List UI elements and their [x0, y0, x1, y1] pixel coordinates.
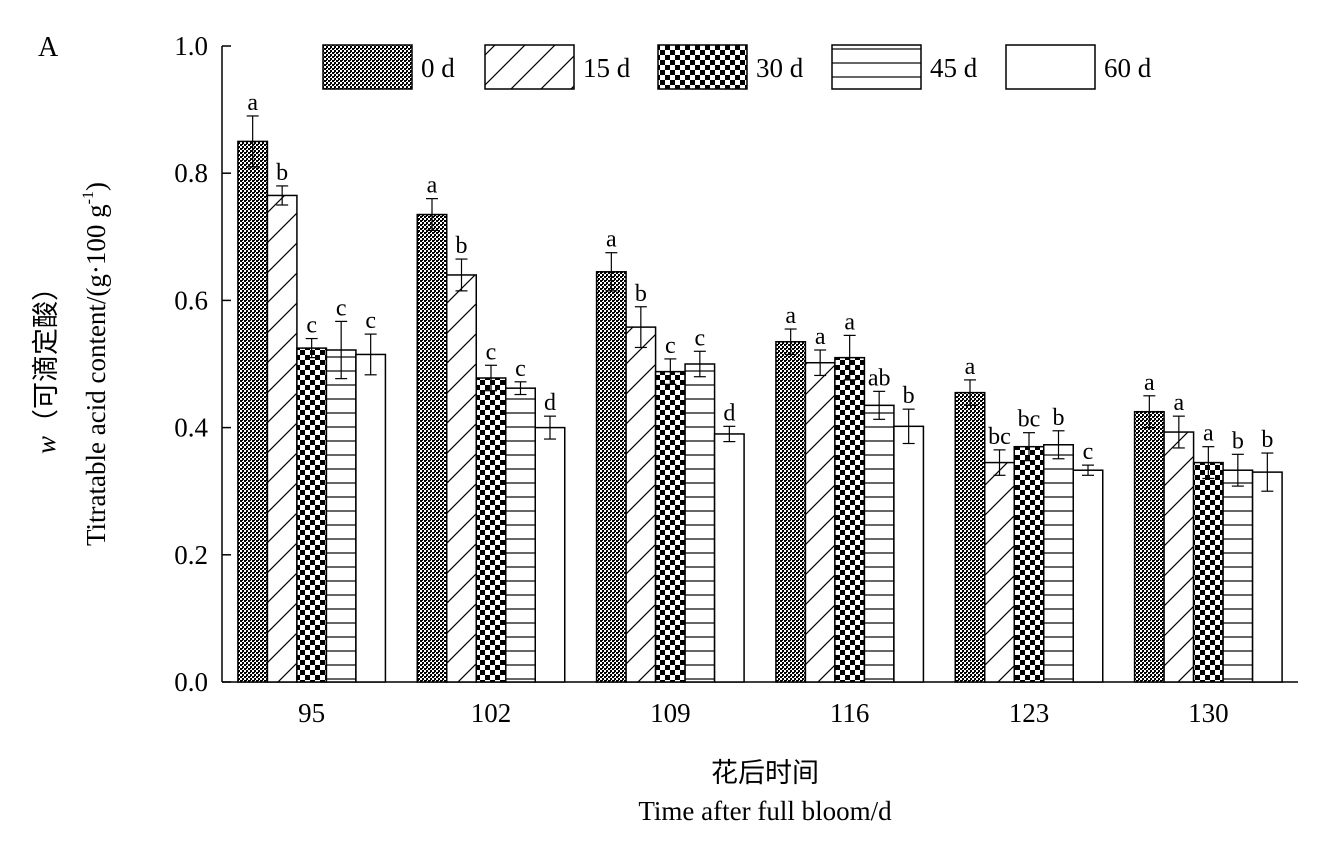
- significance-letter: a: [1174, 390, 1185, 416]
- legend-label: 15 d: [583, 53, 631, 83]
- y-axis-label: w（可滴定酸） Titratable acid content/(g·100 g…: [31, 182, 111, 546]
- bar: [713, 433, 745, 683]
- bar: [893, 425, 925, 683]
- y-tick-label: 0.2: [174, 540, 208, 570]
- significance-letter: a: [247, 90, 258, 116]
- bar: [863, 404, 895, 683]
- x-axis-label-english: Time after full bloom/d: [638, 796, 892, 826]
- significance-letter: ab: [868, 365, 891, 391]
- y-tick-label: 0.8: [174, 158, 208, 188]
- panel-label: A: [38, 32, 59, 63]
- y-label-exponent: -1: [80, 191, 97, 204]
- significance-letter: a: [427, 173, 438, 199]
- legend-swatch: [484, 44, 575, 90]
- y-label-variable: w: [31, 436, 61, 454]
- bar: [416, 213, 448, 683]
- svg-text:w（可滴定酸）: w（可滴定酸）: [31, 274, 61, 454]
- bar: [534, 426, 566, 683]
- significance-letter: a: [815, 324, 826, 350]
- significance-letter: b: [276, 160, 288, 186]
- bar: [446, 274, 477, 683]
- bar: [1222, 469, 1254, 683]
- significance-letter: a: [785, 303, 796, 329]
- bar: [1013, 445, 1045, 683]
- significance-letter: a: [1203, 421, 1214, 447]
- bar: [296, 347, 328, 683]
- bar: [237, 140, 269, 683]
- significance-letter: c: [365, 308, 376, 334]
- legend-swatch: [657, 44, 748, 90]
- legend-label: 45 d: [930, 53, 978, 83]
- significance-letter: b: [1053, 405, 1065, 431]
- y-tick-label: 0.6: [174, 285, 208, 315]
- y-tick-label: 0.0: [174, 667, 208, 697]
- significance-letter: b: [903, 383, 915, 409]
- significance-letter: a: [606, 227, 617, 253]
- y-tick-label: 1.0: [174, 31, 208, 61]
- significance-letter: b: [1261, 427, 1273, 453]
- significance-letter: b: [635, 281, 647, 307]
- significance-letter: c: [695, 325, 706, 351]
- significance-letter: d: [723, 400, 735, 426]
- x-tick-label: 109: [650, 698, 691, 728]
- significance-letter: a: [844, 309, 855, 335]
- y-label-close: ): [81, 182, 111, 191]
- bar: [475, 377, 507, 683]
- significance-letter: d: [544, 390, 556, 416]
- y-label-chinese: （可滴定酸）: [31, 274, 61, 436]
- bar: [325, 349, 357, 683]
- bar: [654, 370, 686, 683]
- significance-letter: bc: [988, 424, 1011, 450]
- svg-text:Titratable acid content/(g·100: Titratable acid content/(g·100 g-1): [80, 182, 111, 546]
- bar: [595, 271, 627, 683]
- legend-label: 60 d: [1104, 53, 1152, 83]
- bar: [684, 363, 716, 683]
- bar: [505, 387, 536, 683]
- significance-letter: c: [1083, 439, 1094, 465]
- bar: [1133, 410, 1165, 683]
- bar: [266, 194, 298, 683]
- significance-letter: c: [306, 313, 317, 339]
- bar: [1072, 469, 1104, 683]
- legend-swatch: [322, 44, 413, 90]
- bar: [625, 326, 657, 683]
- x-axis: 95 102 109 116 123 130: [222, 681, 1298, 728]
- x-tick-label: 130: [1188, 698, 1229, 728]
- bar: [1163, 431, 1195, 683]
- y-tick-label: 0.4: [174, 413, 208, 443]
- bar: [1251, 471, 1283, 683]
- bar: [775, 340, 807, 683]
- significance-letter: a: [965, 354, 976, 380]
- bar: [355, 353, 387, 683]
- bar: [1192, 461, 1224, 683]
- bar: [954, 391, 986, 683]
- x-tick-label: 102: [471, 698, 512, 728]
- bar: [804, 361, 836, 683]
- bar: [984, 461, 1015, 683]
- x-tick-label: 116: [830, 698, 870, 728]
- significance-letter: c: [336, 295, 347, 321]
- legend-swatch: [1005, 44, 1096, 90]
- legend-label: 30 d: [756, 53, 804, 83]
- significance-letter: b: [1232, 428, 1244, 454]
- significance-letter: c: [665, 333, 676, 359]
- y-label-english: Titratable acid content/(g·100 g: [81, 204, 111, 546]
- significance-letter: bc: [1018, 407, 1041, 433]
- x-axis-label-chinese: 花后时间: [711, 758, 819, 788]
- x-tick-label: 123: [1009, 698, 1050, 728]
- legend-swatch: [831, 44, 922, 90]
- legend-label: 0 d: [421, 53, 455, 83]
- x-tick-label: 95: [298, 698, 325, 728]
- significance-letter: b: [456, 233, 468, 259]
- bar: [1043, 444, 1074, 683]
- legend: 0 d 15 d 30 d 45 d 60 d: [322, 44, 1152, 90]
- significance-letter: c: [515, 356, 526, 382]
- bar: [834, 356, 866, 683]
- y-axis: 0.0 0.2 0.4 0.6 0.8 1.0: [174, 31, 231, 697]
- significance-letter: c: [486, 339, 497, 365]
- significance-letter: a: [1144, 370, 1155, 396]
